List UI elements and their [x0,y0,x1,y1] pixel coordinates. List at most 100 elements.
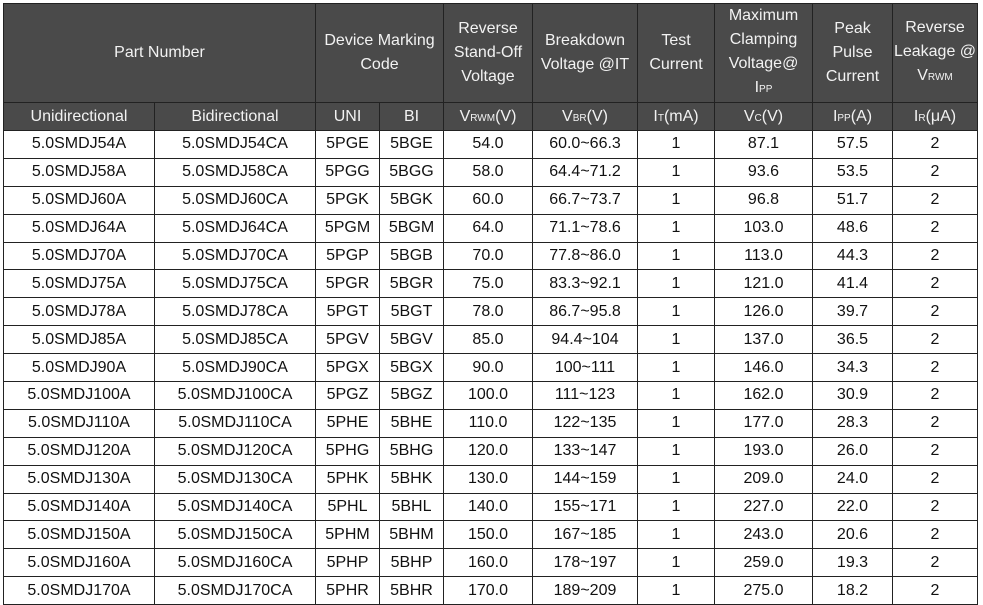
cell-bi-code: 5BHP [379,548,444,578]
cell-vc: 209.0 [714,464,813,494]
cell-unidirectional: 5.0SMDJ58A [3,157,155,187]
cell-vc: 227.0 [714,492,813,522]
cell-bi-code: 5BGM [379,213,444,243]
header-ir-text: Reverse Leakage @ V [893,19,977,84]
cell-vbr: 111~123 [532,381,638,410]
cell-vrwm: 70.0 [443,241,533,271]
header-vc-text: Maximum Clamping Voltage@ [728,7,799,72]
cell-unidirectional: 5.0SMDJ60A [3,185,155,215]
subheader-vbr-part: (V) [586,107,608,125]
cell-it: 1 [637,269,715,299]
table-row: 5.0SMDJ160A 5.0SMDJ160CA 5PHP 5BHP 160.0 178~… [3,548,978,578]
table-row: 5.0SMDJ140A 5.0SMDJ140CA 5PHL 5BHL 140.0 155~… [3,492,978,522]
cell-it: 1 [637,381,715,410]
cell-vbr: 77.8~86.0 [532,241,638,271]
cell-unidirectional: 5.0SMDJ110A [3,408,155,438]
cell-bi-code: 5BHK [379,464,444,494]
cell-vrwm: 75.0 [443,269,533,299]
specs-table: Part Number Device Marking Code Reverse … [3,3,978,605]
header-ir: Reverse Leakage @ VRWM [892,3,978,103]
cell-ir: 2 [892,213,978,243]
header-it: Test Current [637,3,715,103]
cell-vrwm: 85.0 [443,325,533,355]
cell-bi-code: 5BHG [379,436,444,466]
cell-ipp: 44.3 [812,241,893,271]
cell-vrwm: 150.0 [443,520,533,550]
cell-bidirectional: 5.0SMDJ85CA [154,325,316,355]
cell-ir: 2 [892,185,978,215]
cell-it: 1 [637,130,715,159]
cell-bi-code: 5BGR [379,269,444,299]
cell-uni-code: 5PHR [315,576,380,605]
subheader-row: Unidirectional Bidirectional UNI BI VRWM… [3,102,978,131]
cell-ir: 2 [892,325,978,355]
cell-bi-code: 5BGZ [379,381,444,410]
cell-ir: 2 [892,408,978,438]
subheader-ipp-part: I [832,107,838,125]
cell-ipp: 36.5 [812,325,893,355]
cell-vbr: 64.4~71.2 [532,157,638,187]
cell-bi-code: 5BGB [379,241,444,271]
cell-it: 1 [637,436,715,466]
cell-unidirectional: 5.0SMDJ54A [3,130,155,159]
cell-it: 1 [637,492,715,522]
cell-bidirectional: 5.0SMDJ120CA [154,436,316,466]
cell-it: 1 [637,408,715,438]
cell-bidirectional: 5.0SMDJ70CA [154,241,316,271]
cell-vrwm: 160.0 [443,548,533,578]
cell-vc: 93.6 [714,157,813,187]
cell-vbr: 83.3~92.1 [532,269,638,299]
cell-uni-code: 5PGM [315,213,380,243]
cell-ir: 2 [892,297,978,327]
subheader-ir-part: (μA) [925,107,957,125]
cell-bi-code: 5BGG [379,157,444,187]
cell-ipp: 51.7 [812,185,893,215]
cell-bi-code: 5BGV [379,325,444,355]
cell-unidirectional: 5.0SMDJ140A [3,492,155,522]
cell-vbr: 144~159 [532,464,638,494]
cell-vbr: 178~197 [532,548,638,578]
cell-ipp: 41.4 [812,269,893,299]
cell-uni-code: 5PGG [315,157,380,187]
cell-vbr: 100~111 [532,353,638,383]
cell-ir: 2 [892,548,978,578]
cell-vc: 243.0 [714,520,813,550]
cell-vc: 113.0 [714,241,813,271]
cell-bi-code: 5BGT [379,297,444,327]
cell-bidirectional: 5.0SMDJ100CA [154,381,316,410]
cell-uni-code: 5PGX [315,353,380,383]
subheader-it-part: I [653,107,658,125]
table-row: 5.0SMDJ58A 5.0SMDJ58CA 5PGG 5BGG 58.0 64.4~71… [3,157,978,187]
cell-vc: 193.0 [714,436,813,466]
cell-it: 1 [637,464,715,494]
subheader-it: IT(mA) [637,102,715,131]
cell-uni-code: 5PHE [315,408,380,438]
cell-ir: 2 [892,130,978,159]
cell-uni-code: 5PHL [315,492,380,522]
table-row: 5.0SMDJ64A 5.0SMDJ64CA 5PGM 5BGM 64.0 71.1~78… [3,213,978,243]
cell-vbr: 71.1~78.6 [532,213,638,243]
cell-it: 1 [637,157,715,187]
cell-bidirectional: 5.0SMDJ60CA [154,185,316,215]
cell-vrwm: 60.0 [443,185,533,215]
cell-ir: 2 [892,157,978,187]
cell-ir: 2 [892,353,978,383]
cell-ipp: 48.6 [812,213,893,243]
header-vbr: Breakdown Voltage @IT [532,3,638,103]
subheader-vbr: VBR(V) [532,102,638,131]
table-row: 5.0SMDJ120A 5.0SMDJ120CA 5PHG 5BHG 120.0 133~… [3,436,978,466]
subheader-uni-part: Unidirectional [3,102,155,131]
cell-uni-code: 5PGV [315,325,380,355]
cell-ir: 2 [892,269,978,299]
cell-vrwm: 90.0 [443,353,533,383]
subheader-vbr-part: BR [572,112,587,124]
cell-unidirectional: 5.0SMDJ85A [3,325,155,355]
header-vc: Maximum Clamping Voltage@ IPP [714,3,813,103]
cell-ipp: 28.3 [812,408,893,438]
table-row: 5.0SMDJ150A 5.0SMDJ150CA 5PHM 5BHM 150.0 167~… [3,520,978,550]
cell-ipp: 30.9 [812,381,893,410]
subheader-vc-part: V [743,107,755,125]
cell-bidirectional: 5.0SMDJ75CA [154,269,316,299]
cell-uni-code: 5PHK [315,464,380,494]
cell-bi-code: 5BHR [379,576,444,605]
